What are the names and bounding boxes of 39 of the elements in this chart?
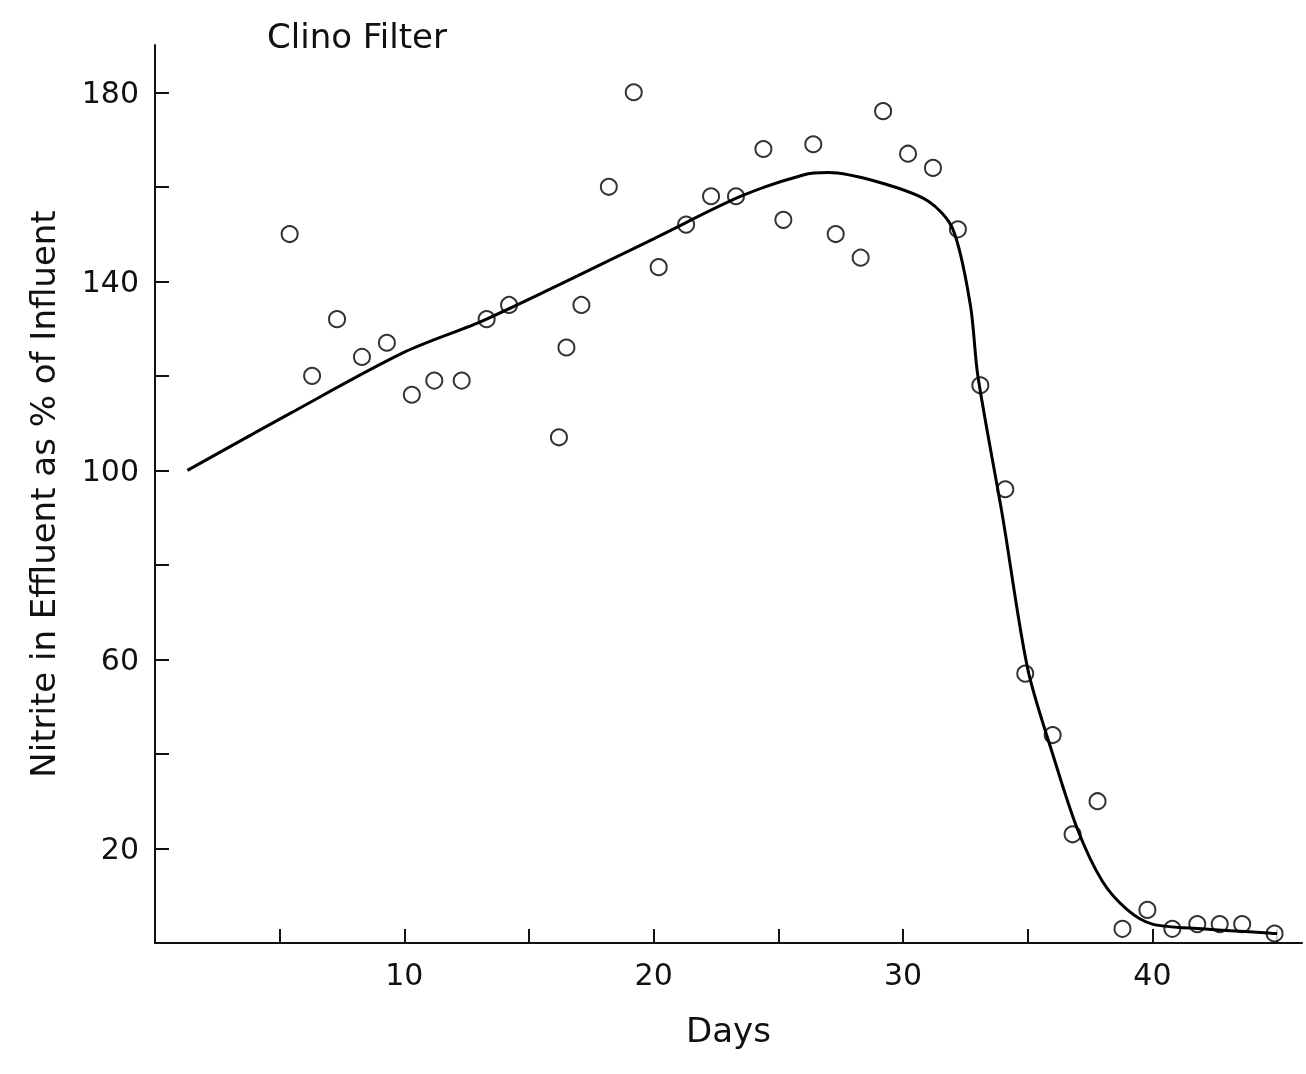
point: [557, 338, 576, 357]
point: [851, 248, 870, 267]
x-axis-title: Days: [686, 1010, 771, 1050]
point: [425, 371, 444, 390]
point: [452, 371, 471, 390]
point: [874, 102, 893, 121]
point: [1088, 792, 1107, 811]
point: [624, 83, 643, 102]
point: [402, 385, 421, 404]
point: [702, 187, 721, 206]
point: [804, 135, 823, 154]
point: [899, 144, 918, 163]
point: [774, 210, 793, 229]
point: [1138, 900, 1157, 919]
x-tick-label: 10: [385, 956, 424, 992]
y-tick-label: 60: [100, 641, 139, 677]
point: [572, 295, 591, 314]
point: [754, 139, 773, 158]
y-axis-title: Nitrite in Effluent as % of Influent: [23, 210, 63, 778]
point: [280, 225, 299, 244]
point: [328, 310, 347, 329]
point: [303, 366, 322, 385]
point: [549, 428, 568, 447]
point: [923, 158, 942, 177]
x-tick-label: 30: [883, 956, 923, 992]
point: [352, 347, 371, 366]
point: [996, 480, 1015, 499]
point: [826, 225, 845, 244]
x-tick-label: 20: [634, 956, 673, 992]
y-tick-label: 100: [81, 452, 139, 488]
y-tick-label: 180: [81, 74, 139, 110]
x-tick-label: 40: [1133, 956, 1172, 992]
point: [599, 177, 618, 196]
y-tick-label: 140: [81, 263, 139, 299]
point: [649, 258, 668, 277]
chart-title: Clino Filter: [267, 16, 448, 56]
y-tick-label: 20: [100, 830, 139, 866]
point: [377, 333, 396, 352]
point: [1113, 919, 1132, 938]
